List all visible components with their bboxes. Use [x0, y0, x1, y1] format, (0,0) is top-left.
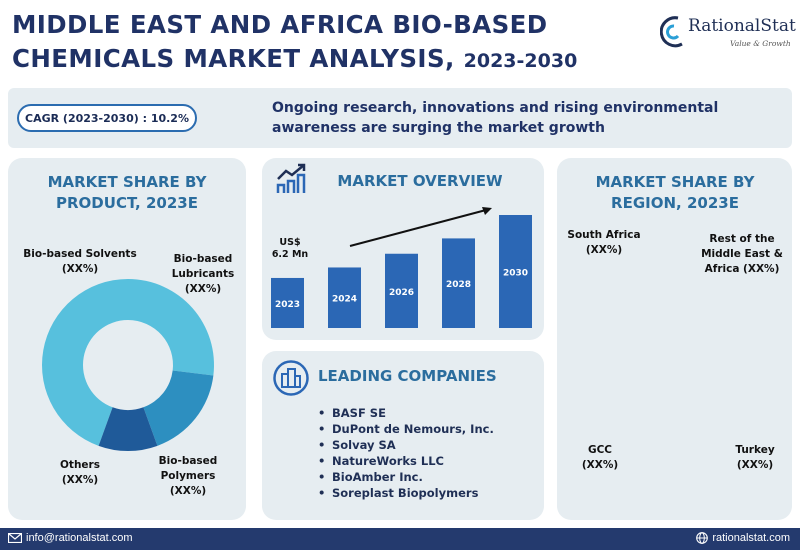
bar-label-2030: 2030	[503, 269, 528, 279]
growth-chart-icon	[276, 163, 306, 193]
company-item: BASF SE	[318, 405, 494, 421]
trend-arrow	[349, 209, 487, 247]
bar-2024	[328, 267, 361, 328]
footer-email-text: info@rationalstat.com	[26, 532, 133, 544]
bar-2030	[499, 215, 532, 328]
market-overview-title: MARKET OVERVIEW	[337, 172, 503, 190]
company-item: BioAmber Inc.	[318, 469, 494, 485]
company-item: NatureWorks LLC	[318, 453, 494, 469]
cagr-badge: CAGR (2023-2030) : 10.2%	[17, 104, 197, 132]
label-solvents: Bio-based Solvents (XX%)	[23, 248, 137, 275]
logo-tagline: Value & Growth	[730, 39, 791, 48]
label-south-africa: South Africa (XX%)	[567, 229, 641, 256]
footer-email[interactable]: info@rationalstat.com	[8, 532, 133, 544]
label-others: Others (XX%)	[60, 459, 100, 486]
bar-2028	[442, 238, 475, 328]
label-polymers: Bio-based Polymers (XX%)	[158, 455, 218, 497]
bar-label-2028: 2028	[446, 280, 471, 290]
market-overview-bar-chart: 2023 2024 2026 2028 2030	[271, 207, 532, 328]
region-share-title: MARKET SHARE BY REGION, 2023E	[595, 173, 755, 212]
region-share-panel	[557, 158, 792, 520]
buildings-icon	[273, 360, 309, 396]
company-item: Solvay SA	[318, 437, 494, 453]
bar-label-2024: 2024	[332, 295, 357, 305]
label-lubricants: Bio-based Lubricants (XX%)	[171, 253, 235, 295]
logo-name: RationalStat	[688, 16, 796, 36]
footer-bar: info@rationalstat.com rationalstat.com	[0, 528, 800, 550]
label-rest-of-mea: Rest of the Middle East & Africa (XX%)	[701, 233, 783, 275]
mail-icon	[8, 533, 22, 543]
trend-arrow-head	[482, 207, 492, 215]
logo: RationalStat Value & Growth	[660, 14, 800, 54]
unit-label: US$ 6.2 Mn	[271, 237, 309, 260]
bar-label-2023: 2023	[275, 300, 300, 310]
bar-2026	[385, 253, 418, 328]
leading-companies-title: LEADING COMPANIES	[318, 367, 497, 385]
title-line-1: MIDDLE EAST AND AFRICA BIO-BASED	[12, 10, 548, 39]
companies-list: BASF SE DuPont de Nemours, Inc. Solvay S…	[318, 405, 494, 501]
product-share-title: MARKET SHARE BY PRODUCT, 2023E	[47, 173, 207, 212]
bar-2023	[271, 277, 304, 328]
company-item: Soreplast Biopolymers	[318, 485, 494, 501]
globe-icon	[696, 532, 709, 544]
banner-text: Ongoing research, innovations and rising…	[272, 100, 719, 136]
footer-website[interactable]: rationalstat.com	[696, 532, 790, 544]
title-line-2: CHEMICALS MARKET ANALYSIS,	[12, 44, 455, 73]
footer-website-text: rationalstat.com	[712, 532, 790, 544]
title-years: 2023-2030	[463, 50, 578, 72]
label-turkey: Turkey (XX%)	[735, 444, 775, 471]
label-gcc: GCC (XX%)	[581, 444, 619, 471]
logo-mark-icon	[660, 16, 683, 48]
company-item: DuPont de Nemours, Inc.	[318, 421, 494, 437]
bar-label-2026: 2026	[389, 288, 414, 298]
page-title: MIDDLE EAST AND AFRICA BIO-BASED CHEMICA…	[12, 8, 652, 78]
